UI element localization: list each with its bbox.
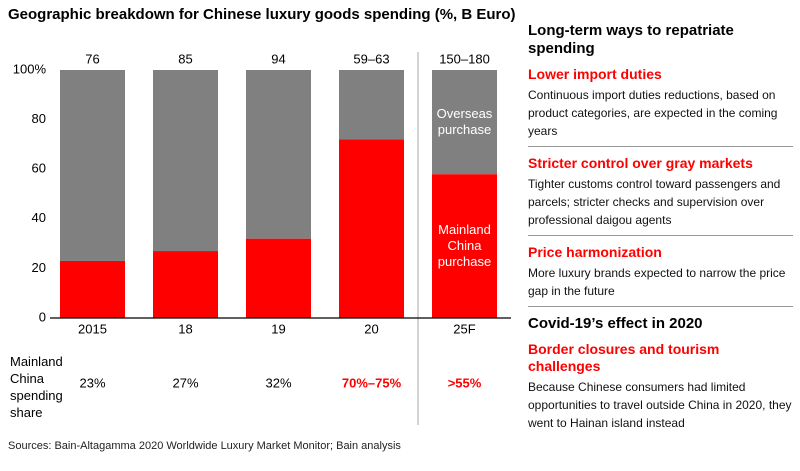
share-row-title: Mainland China spending share [10,354,63,420]
value-label: 23% [79,375,105,390]
bar-segment [339,70,404,140]
separator [528,306,793,307]
bar-segment [60,260,125,318]
y-tick-label: 20 [32,260,46,275]
item-heading: Stricter control over gray markets [528,155,753,171]
item-text: Tighter customs control toward passenger… [528,177,781,227]
value-label: >55% [448,375,482,390]
series-label: Mainland China purchase [437,222,492,270]
y-tick-label: 40 [32,210,46,225]
x-tick-label: 18 [178,321,192,336]
total-label: 150–180 [439,51,490,66]
y-tick-label: 80 [32,111,46,126]
total-label: 85 [178,51,192,66]
total-label: 94 [271,51,285,66]
value-label: 32% [265,375,291,390]
item-text: Continuous import duties reductions, bas… [528,88,778,138]
bar-segment [432,70,497,175]
x-tick-label: 25F [453,321,475,336]
separator [528,146,793,147]
bar-segment [153,70,218,252]
covid-text: Because Chinese consumers had limited op… [528,380,792,430]
item-heading: Lower import duties [528,66,662,82]
side-panel: Long-term ways to repatriate spending Lo… [528,22,793,432]
bar-segment [432,174,497,318]
bar-segment [339,139,404,318]
bar-segment [60,70,125,261]
bar-segment [246,238,311,318]
item-heading: Price harmonization [528,244,662,260]
total-label: 59–63 [353,51,389,66]
value-label: 27% [172,375,198,390]
item-text: More luxury brands expected to narrow th… [528,266,786,298]
covid-title: Covid-19’s effect in 2020 [528,315,703,332]
x-tick-label: 19 [271,321,285,336]
source: Sources: Bain-Altagamma 2020 Worldwide L… [8,440,401,452]
value-label: 70%–75% [342,375,402,390]
covid-heading: Border closures and tourism challenges [528,341,720,374]
series-label: Overseas purchase [436,106,493,138]
y-tick-label: 0 [39,309,46,324]
separator [528,235,793,236]
y-tick-label: 60 [32,161,46,176]
bar-segment [153,251,218,318]
panel-title: Long-term ways to repatriate spending [528,22,734,57]
total-label: 76 [85,51,99,66]
bar-segment [246,70,311,239]
x-tick-label: 2015 [78,321,107,336]
chart-title: Geographic breakdown for Chinese luxury … [8,6,516,23]
x-tick-label: 20 [364,321,378,336]
y-tick-label: 100% [13,61,47,76]
